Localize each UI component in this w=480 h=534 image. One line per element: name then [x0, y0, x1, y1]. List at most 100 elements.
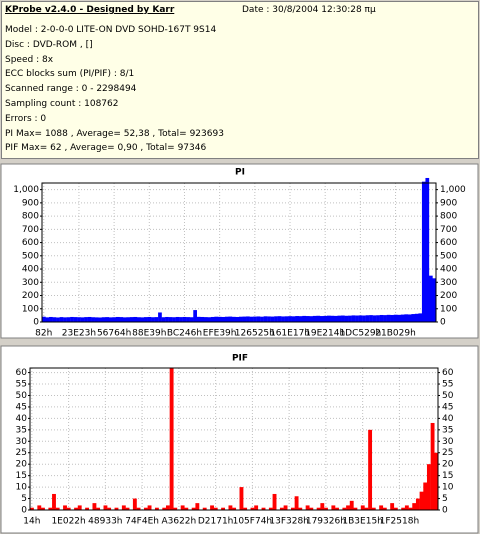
bar	[115, 316, 120, 322]
bar	[419, 491, 424, 510]
bar	[256, 316, 261, 322]
y2-tick-label: 60	[442, 368, 454, 378]
bar	[305, 505, 310, 510]
bar	[92, 503, 97, 510]
info-line: Disc : DVD-ROM , []	[5, 39, 93, 50]
bar	[319, 316, 324, 322]
info-line: Speed : 8x	[5, 54, 54, 65]
bar	[330, 315, 335, 322]
y2-tick-label: 300	[440, 278, 457, 288]
bar	[393, 507, 398, 510]
y-tick-label: 50	[16, 391, 28, 401]
y-tick-label: 0	[21, 506, 27, 516]
bar	[382, 507, 387, 510]
bar	[295, 316, 300, 322]
y2-tick-label: 35	[442, 425, 453, 435]
bar	[73, 317, 78, 322]
bar	[114, 507, 119, 510]
bar	[246, 316, 250, 322]
bar	[349, 500, 354, 510]
bar	[84, 317, 88, 322]
bar	[200, 316, 205, 322]
bar	[166, 505, 170, 510]
bar	[253, 316, 257, 322]
bar	[268, 507, 273, 510]
bar	[122, 317, 127, 322]
bar	[426, 464, 431, 510]
bar	[77, 505, 82, 510]
bar	[320, 503, 325, 510]
y2-tick-label: 5	[442, 494, 448, 504]
bar	[371, 507, 376, 510]
bar	[379, 505, 384, 510]
bar	[351, 315, 356, 322]
bar	[210, 316, 215, 322]
chart-title: PIF	[232, 354, 248, 364]
bar	[186, 317, 190, 322]
bar	[161, 317, 166, 322]
bar	[288, 316, 292, 322]
bar	[379, 314, 384, 322]
bar	[250, 507, 255, 510]
bar	[133, 316, 138, 322]
bar	[397, 314, 402, 322]
plot-frame	[41, 182, 437, 323]
y-tick-label: 15	[16, 471, 27, 481]
y2-tick-label: 20	[442, 460, 454, 470]
bar	[305, 316, 310, 322]
bar	[140, 317, 145, 322]
bar	[283, 505, 288, 510]
bar	[383, 315, 387, 322]
y-tick-label: 600	[22, 238, 39, 248]
bar	[428, 275, 433, 322]
bar	[87, 316, 92, 322]
bar	[45, 317, 50, 322]
info-line: PI Max= 1088 , Average= 52,38 , Total= 9…	[5, 128, 224, 139]
y-tick-label: 500	[22, 251, 39, 261]
x-tick-label: 19E214h	[305, 329, 345, 339]
bar	[129, 317, 134, 322]
bar	[353, 507, 358, 510]
y-tick-label: 10	[16, 483, 28, 493]
bar	[270, 316, 275, 322]
y-tick-label: 300	[22, 278, 39, 288]
bar	[136, 317, 141, 322]
bar	[180, 505, 185, 510]
date: Date : 30/8/2004 12:30:28 πμ	[242, 5, 376, 15]
bar	[346, 505, 350, 510]
bar	[312, 315, 317, 322]
bar	[224, 316, 229, 322]
bar	[66, 507, 71, 510]
bar	[376, 315, 380, 322]
bar	[37, 505, 42, 510]
bar	[274, 316, 278, 322]
bar	[147, 316, 152, 322]
bar	[63, 505, 67, 510]
bar	[175, 316, 180, 322]
y2-tick-label: 50	[442, 391, 454, 401]
bar	[151, 317, 155, 322]
pi-chart: PI 0 0 100 100 200 200 300 300 400 400 500 500 600 600…	[0, 163, 479, 339]
bar	[368, 429, 373, 510]
bar	[119, 317, 124, 322]
y2-tick-label: 1,000	[440, 185, 466, 195]
y2-tick-label: 25	[442, 448, 453, 458]
y-tick-label: 800	[22, 212, 39, 222]
app-title: KProbe v2.4.0 - Designed by Karr	[5, 5, 175, 15]
bar	[63, 317, 67, 322]
bar	[364, 507, 369, 510]
bar	[316, 315, 321, 322]
bar	[217, 316, 222, 322]
bar	[294, 496, 299, 510]
bar	[168, 317, 173, 322]
bar	[96, 507, 101, 510]
bar	[158, 312, 162, 322]
bar	[107, 507, 112, 510]
bar	[243, 507, 248, 510]
bar	[103, 505, 108, 510]
bar	[348, 315, 352, 322]
bar	[386, 314, 391, 322]
bar	[77, 317, 81, 322]
